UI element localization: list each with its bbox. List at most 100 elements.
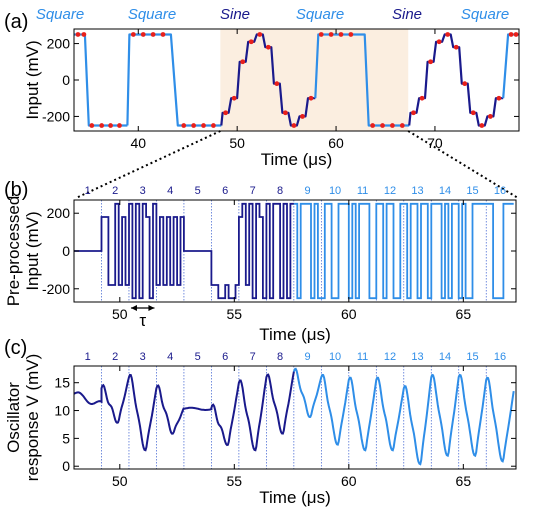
x-tick-label-55: 55 bbox=[227, 473, 243, 489]
segment-number-11: 11 bbox=[357, 185, 368, 197]
x-axis-label: Time (μs) bbox=[259, 325, 331, 344]
sample-point-5-7 bbox=[462, 81, 468, 87]
segment-number-13: 13 bbox=[411, 185, 423, 197]
tau-label: τ bbox=[139, 311, 146, 330]
sample-point-5-5 bbox=[445, 32, 451, 37]
panel-label-c: (c) bbox=[4, 337, 27, 359]
y-tick-label-0: 0 bbox=[62, 243, 70, 259]
zoom-guide-left bbox=[75, 130, 221, 199]
segment-number-4: 4 bbox=[167, 185, 173, 197]
x-tick-label-65: 65 bbox=[456, 473, 472, 489]
y-tick-label-10: 10 bbox=[54, 403, 70, 419]
y-tick-label--200: -200 bbox=[42, 281, 70, 297]
sample-point-4-1 bbox=[318, 32, 324, 37]
section-label-3: Sine bbox=[220, 6, 250, 23]
segment-number-6: 6 bbox=[222, 351, 228, 363]
sample-point-3-5 bbox=[257, 32, 263, 37]
panel-a-chart: Square Square Sine Square Sine Square 40 50 60 7… bbox=[23, 6, 520, 199]
sample-point-5-9 bbox=[479, 123, 485, 128]
section-label-5: Sine bbox=[392, 6, 422, 23]
zoom-guide-right bbox=[407, 130, 519, 199]
preprocessed-signal-plot bbox=[74, 202, 514, 300]
input-trace-1 bbox=[74, 33, 128, 127]
sample-point-3-1 bbox=[223, 110, 229, 116]
panel-label-b: (b) bbox=[4, 179, 28, 201]
sample-point-5-8 bbox=[470, 110, 476, 116]
sample-point-1-3 bbox=[89, 123, 95, 128]
sample-point-4-5 bbox=[370, 123, 376, 128]
segment-number-7: 7 bbox=[250, 351, 256, 363]
sample-point-1-4 bbox=[99, 123, 105, 128]
y-tick-label-200: 200 bbox=[47, 36, 71, 52]
segment-number-12: 12 bbox=[384, 351, 396, 363]
tau-arrowhead-right bbox=[148, 305, 155, 311]
y-tick-label-0: 0 bbox=[62, 72, 70, 88]
sample-point-4-3 bbox=[338, 32, 344, 37]
x-tick-label-55: 55 bbox=[227, 306, 243, 322]
segment-number-10: 10 bbox=[329, 185, 341, 197]
sample-point-3-4 bbox=[248, 39, 254, 45]
y-tick-label--200: -200 bbox=[42, 108, 70, 124]
segment-number-5: 5 bbox=[195, 351, 201, 363]
axis-ticks: 40 50 60 70 200 0 -200 bbox=[42, 29, 519, 151]
y-axis-label-line1: Pre-processed bbox=[4, 196, 23, 307]
segment-number-9: 9 bbox=[305, 351, 311, 363]
y-axis-label-line1: Oscillator bbox=[4, 382, 23, 453]
section-label-1: Square bbox=[36, 6, 84, 23]
sample-point-3-2 bbox=[231, 95, 237, 101]
y-tick-label-15: 15 bbox=[54, 375, 70, 391]
x-tick-label-50: 50 bbox=[112, 473, 128, 489]
sample-point-5-10 bbox=[487, 114, 493, 119]
y-axis-label-line2: response V (mV) bbox=[23, 354, 42, 482]
section-label-2: Square bbox=[128, 6, 176, 23]
input-signal-plot bbox=[74, 32, 519, 128]
segment-number-16: 16 bbox=[494, 185, 506, 197]
y-axis-label: Input (mV) bbox=[23, 40, 42, 119]
sample-point-5-3 bbox=[428, 59, 433, 65]
sample-point-3-9 bbox=[291, 123, 297, 128]
sample-point-3-11 bbox=[308, 95, 314, 101]
sample-point-5-4 bbox=[436, 39, 442, 45]
sample-point-5-2 bbox=[419, 95, 425, 101]
axis-ticks: 50 55 60 65 200 0 -200 bbox=[42, 200, 516, 322]
sample-point-1-2 bbox=[81, 32, 87, 37]
y-tick-label-5: 5 bbox=[62, 430, 70, 446]
sample-point-4-4 bbox=[348, 32, 354, 37]
x-tick-label-65: 65 bbox=[456, 306, 472, 322]
x-tick-label-50: 50 bbox=[112, 306, 128, 322]
x-tick-label-50: 50 bbox=[229, 135, 245, 151]
sample-point-3-3 bbox=[240, 59, 246, 65]
panel-label-a: (a) bbox=[4, 11, 28, 33]
sample-point-3-10 bbox=[300, 114, 305, 119]
plot-frame bbox=[73, 199, 517, 303]
sample-point-5-11 bbox=[496, 95, 502, 101]
sample-point-3-8 bbox=[282, 110, 288, 116]
segment-number-5: 5 bbox=[195, 185, 201, 197]
sample-point-6-2 bbox=[513, 32, 519, 37]
sample-point-2-5 bbox=[181, 123, 187, 128]
segment-number-2: 2 bbox=[112, 351, 118, 363]
segment-number-7: 7 bbox=[250, 185, 256, 197]
sample-point-2-2 bbox=[140, 32, 146, 37]
masked-input-square-part bbox=[293, 202, 514, 300]
x-tick-label-60: 60 bbox=[341, 306, 357, 322]
x-tick-label-40: 40 bbox=[130, 135, 146, 151]
segment-number-1: 1 bbox=[85, 351, 91, 363]
sample-point-4-7 bbox=[390, 123, 395, 128]
segment-number-1: 1 bbox=[85, 185, 91, 197]
sample-point-6-1 bbox=[508, 32, 514, 37]
panel-b-chart: 1 2 3 4 5 6 7 8 9 10 11 12 13 14 15 16 50 55 60 652000-200… bbox=[4, 185, 517, 344]
segment-number-3: 3 bbox=[140, 185, 146, 197]
sample-point-2-3 bbox=[150, 32, 156, 37]
sample-point-2-7 bbox=[201, 123, 206, 128]
x-axis-label: Time (μs) bbox=[259, 488, 331, 507]
x-axis-label: Time (μs) bbox=[261, 150, 333, 169]
segment-number-8: 8 bbox=[277, 185, 283, 197]
sample-point-2-6 bbox=[191, 123, 197, 128]
segment-number-14: 14 bbox=[439, 351, 451, 363]
y-axis-label-line2: Input (mV) bbox=[23, 211, 42, 290]
segment-number-15: 15 bbox=[466, 351, 478, 363]
section-label-6: Square bbox=[461, 6, 509, 23]
sample-point-4-6 bbox=[380, 123, 385, 128]
